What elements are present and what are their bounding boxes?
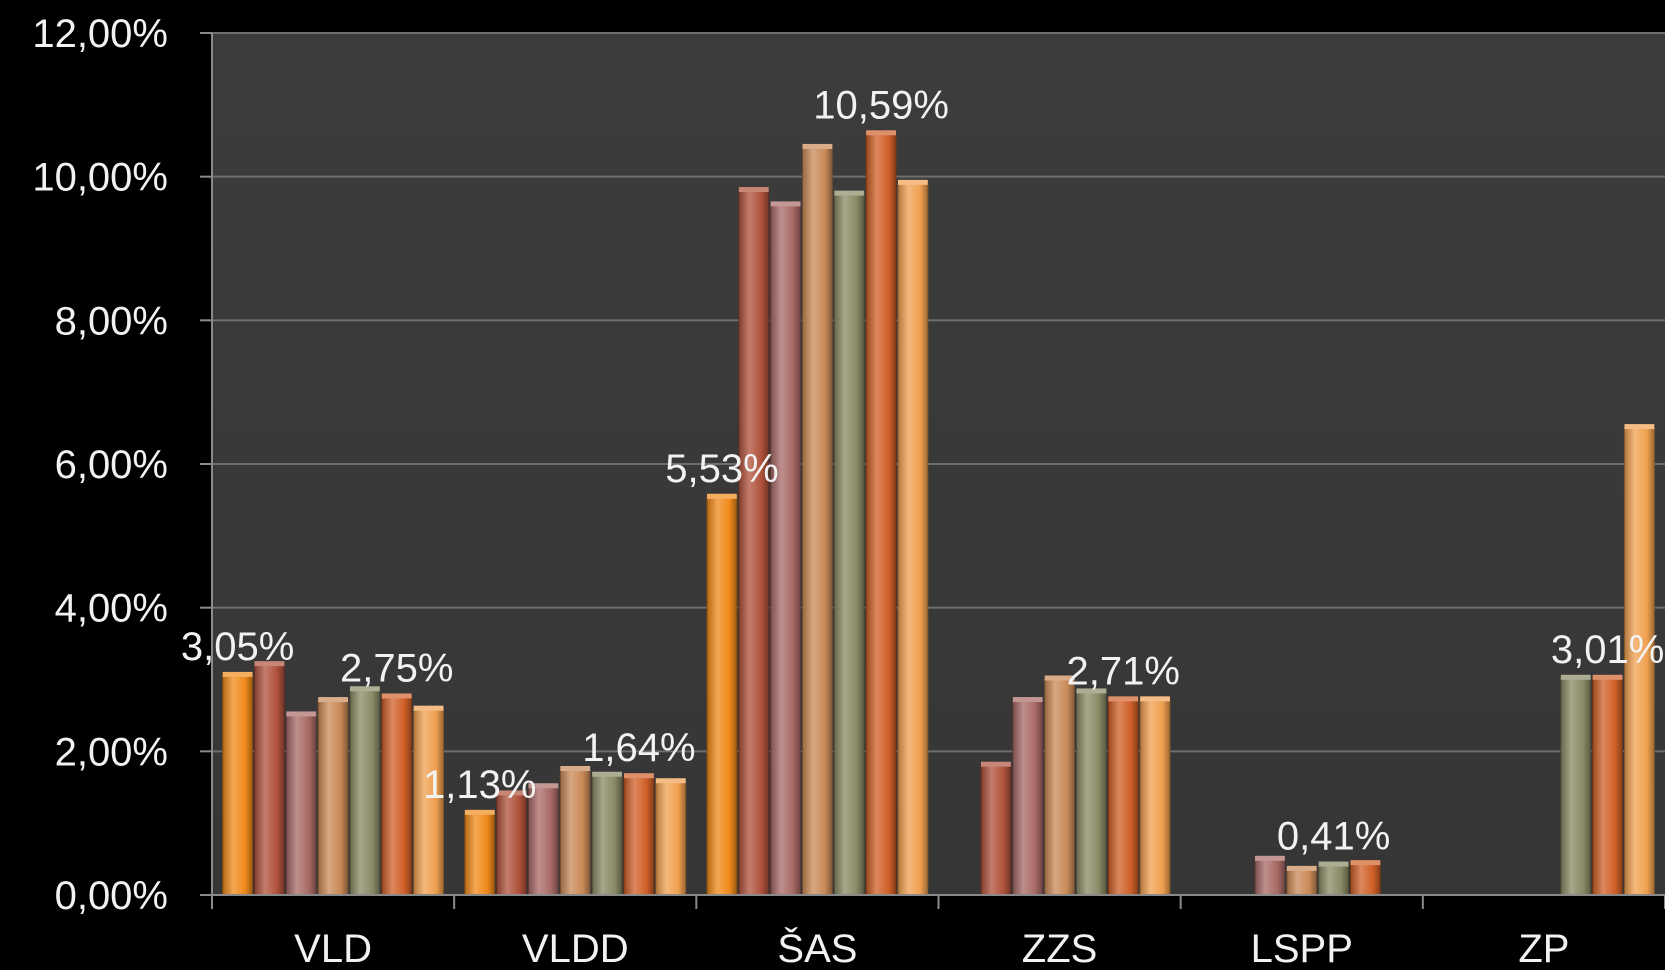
bar-cap (1350, 860, 1381, 866)
x-category-label: VLDD (522, 927, 629, 970)
bar (980, 765, 1012, 896)
bar-cap (834, 190, 865, 196)
y-axis: 0,00% 2,00% 4,00% 6,00% 8,00% 10,00% 12,00% (32, 12, 213, 918)
data-label: 3,05% (181, 625, 294, 669)
bar (1560, 678, 1592, 896)
bar (285, 714, 317, 896)
bar (1044, 679, 1075, 896)
bar-cap (286, 711, 317, 717)
bar-cap (254, 661, 285, 667)
data-label: 0,41% (1277, 815, 1390, 859)
bar (496, 793, 528, 896)
bar (381, 696, 413, 896)
y-tick-label: 0,00% (55, 874, 168, 918)
bar-cap (560, 766, 591, 772)
bar-cap (1255, 855, 1285, 861)
bar (1139, 699, 1171, 896)
y-tick-label: 10,00% (32, 156, 168, 200)
bar (865, 133, 897, 896)
bar-cap (866, 130, 896, 136)
bar-cap (897, 179, 928, 185)
bar (254, 664, 285, 896)
x-category-label: LSPP (1251, 927, 1353, 970)
y-tick-label: 4,00% (55, 587, 168, 631)
x-category-label: ŠAS (777, 926, 857, 970)
bar (623, 776, 655, 896)
x-category-label: ZP (1518, 927, 1569, 970)
y-tick-label: 8,00% (55, 299, 168, 343)
data-label: 10,59% (813, 83, 949, 127)
bar-cap (592, 771, 622, 777)
bar (770, 204, 802, 896)
bar-cap (1012, 697, 1043, 703)
y-tick-label: 2,00% (55, 730, 168, 774)
bar-cap (1592, 674, 1623, 680)
x-category-label: VLD (294, 927, 372, 970)
gridlines (212, 32, 1665, 753)
bar-cap (528, 783, 559, 789)
bar-cap (770, 201, 801, 207)
data-labels: 3,05% 2,75% 1,13% 1,64% 5,53% 10,59% 2,71% 0,41… (181, 83, 1664, 858)
bar (1592, 678, 1623, 896)
data-label: 2,71% (1067, 649, 1180, 693)
bar-cap (802, 143, 833, 149)
bar (1623, 427, 1655, 896)
bar (317, 700, 349, 896)
bar-cap (222, 671, 253, 677)
bar-cap (1624, 424, 1655, 430)
bar-cap (707, 493, 737, 499)
data-label: 3,01% (1551, 628, 1664, 672)
bar (1075, 691, 1107, 896)
bar (802, 147, 833, 896)
bar (559, 769, 591, 896)
bar (1318, 865, 1349, 896)
bar (528, 786, 559, 896)
bar (655, 781, 687, 896)
bar-cap (496, 790, 527, 796)
bar-cap (1318, 861, 1349, 867)
bar (706, 497, 738, 896)
bar-cap (1286, 865, 1317, 871)
bar-cap (623, 773, 654, 779)
bar (833, 194, 865, 896)
bar (464, 813, 496, 896)
y-tick-label: 6,00% (55, 443, 168, 487)
bar (1349, 863, 1381, 896)
data-label: 1,64% (582, 726, 695, 770)
x-category-label: ZZS (1022, 927, 1098, 970)
bar (349, 689, 381, 896)
bar-cap (318, 697, 348, 703)
bar-cap (413, 705, 444, 711)
bar (591, 775, 623, 896)
bar-cap (655, 778, 686, 784)
bar (1107, 699, 1139, 896)
data-label: 1,13% (423, 763, 536, 807)
bar-cap (464, 809, 495, 815)
bar (738, 190, 770, 896)
data-label: 2,75% (340, 646, 453, 690)
bar-cap (349, 686, 380, 692)
bar-cap (981, 761, 1011, 767)
y-tick-label: 12,00% (32, 12, 168, 56)
bar (222, 675, 254, 896)
bar (413, 709, 444, 896)
data-label: 5,53% (665, 447, 778, 491)
bar (897, 183, 929, 896)
bar-cap (738, 187, 769, 193)
bar (1254, 859, 1286, 896)
bar-cap (1140, 696, 1170, 702)
bar-cap (1076, 688, 1107, 694)
bar (1286, 869, 1318, 896)
x-axis: VLD VLDD ŠAS ZZS LSPP ZP (211, 894, 1665, 970)
bar-cap (1108, 696, 1139, 702)
bar-cap (381, 693, 412, 699)
bar (1012, 700, 1044, 896)
bar-cap (1044, 675, 1075, 681)
bar-cap (1560, 674, 1591, 680)
